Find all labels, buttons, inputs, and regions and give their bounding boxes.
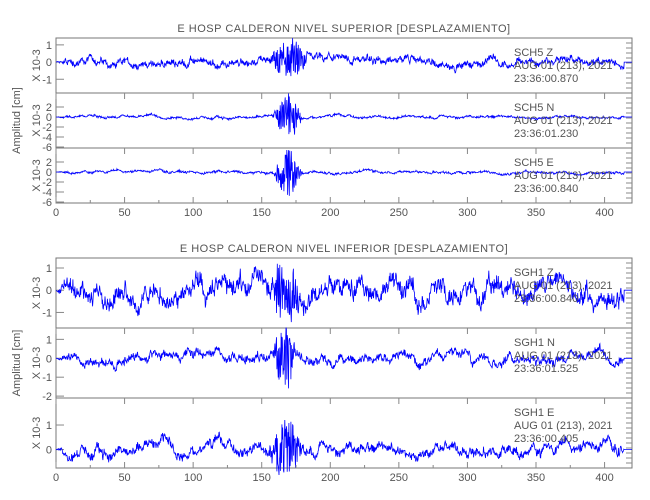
- y-tick-label: 0: [46, 167, 52, 179]
- scale-label: X 10-3: [31, 277, 43, 309]
- station-label: SCH5 E: [514, 157, 554, 169]
- date-label: AUG 01 (213), 2021: [514, 280, 612, 292]
- scale-label: X 10-3: [31, 347, 43, 379]
- y-tick-label: 1: [46, 40, 52, 52]
- x-tick-label: 100: [184, 472, 202, 484]
- x-tick-label: 50: [118, 207, 130, 219]
- date-label: AUG 01 (213), 2021: [514, 115, 612, 127]
- x-tick-label: 250: [390, 207, 408, 219]
- x-tick-label: 300: [458, 472, 476, 484]
- y-tick-label: -6: [42, 197, 52, 209]
- x-tick-label: 200: [321, 207, 339, 219]
- chart-title: E HOSP CALDERON NIVEL INFERIOR [DESPLAZA…: [180, 243, 508, 255]
- x-tick-label: 400: [595, 207, 613, 219]
- time-label: 23:36:01.525: [514, 363, 578, 375]
- waveform-line: [55, 263, 632, 323]
- y-tick-label: -6: [42, 142, 52, 154]
- y-tick-label: -2: [42, 177, 52, 189]
- station-label: SCH5 Z: [514, 47, 553, 59]
- y-tick-label: -2: [42, 391, 52, 403]
- time-label: 23:36:00.840: [514, 183, 578, 195]
- waveform-line: [56, 327, 632, 389]
- x-tick-label: 100: [184, 207, 202, 219]
- time-label: 23:36:00.870: [514, 73, 578, 85]
- x-tick-label: 350: [527, 207, 545, 219]
- time-label: 23:36:00.405: [514, 433, 578, 445]
- waveform-line: [56, 149, 632, 196]
- y-tick-label: 0: [46, 112, 52, 124]
- scale-label: X 10-3: [31, 417, 43, 449]
- x-tick-label: 200: [321, 472, 339, 484]
- waveform-line: [55, 419, 632, 476]
- y-tick-label: -2: [42, 122, 52, 134]
- scale-label: X 10-3: [31, 159, 43, 191]
- scale-label: X 10-3: [31, 49, 43, 81]
- y-axis-label: Amplitud [cm]: [11, 87, 23, 154]
- x-tick-label: 150: [253, 472, 271, 484]
- time-label: 23:36:01.230: [514, 128, 578, 140]
- scale-label: X 10-3: [31, 104, 43, 136]
- panel-1: E HOSP CALDERON NIVEL SUPERIOR [DESPLAZA…: [11, 23, 633, 219]
- y-tick-label: -1: [42, 74, 52, 86]
- station-label: SGH1 E: [514, 407, 554, 419]
- time-label: 23:36:00.840: [514, 293, 578, 305]
- y-tick-label: 1: [46, 263, 52, 275]
- trace-frame: [55, 147, 633, 204]
- y-tick-label: 0: [46, 285, 52, 297]
- x-tick-label: 50: [118, 472, 130, 484]
- station-label: SCH5 N: [514, 102, 554, 114]
- y-tick-label: 1: [46, 420, 52, 432]
- chart-title: E HOSP CALDERON NIVEL SUPERIOR [DESPLAZA…: [177, 23, 510, 35]
- y-tick-label: -4: [42, 132, 52, 144]
- y-tick-label: 0: [46, 445, 52, 457]
- x-tick-label: 350: [527, 472, 545, 484]
- y-tick-label: 2: [46, 157, 52, 169]
- panel-2: E HOSP CALDERON NIVEL INFERIOR [DESPLAZA…: [11, 243, 633, 484]
- x-tick-label: 400: [595, 472, 613, 484]
- y-tick-label: -1: [42, 307, 52, 319]
- station-label: SGH1 N: [514, 337, 555, 349]
- waveform-line: [56, 93, 632, 135]
- y-axis-label: Amplitud [cm]: [11, 330, 23, 397]
- date-label: AUG 01 (213), 2021: [514, 60, 612, 72]
- x-tick-label: 300: [458, 207, 476, 219]
- date-label: AUG 01 (213), 2021: [514, 170, 612, 182]
- x-tick-label: 0: [53, 472, 59, 484]
- waveform-line: [56, 38, 632, 77]
- x-tick-label: 250: [390, 472, 408, 484]
- y-tick-label: 2: [46, 102, 52, 114]
- x-tick-label: 150: [253, 207, 271, 219]
- y-tick-label: -4: [42, 187, 52, 199]
- x-tick-label: 0: [53, 207, 59, 219]
- y-tick-label: -1: [42, 372, 52, 384]
- station-label: SGH1 Z: [514, 267, 554, 279]
- y-tick-label: 1: [46, 334, 52, 346]
- y-tick-label: 0: [46, 353, 52, 365]
- date-label: AUG 01 (213), 2021: [514, 350, 612, 362]
- date-label: AUG 01 (213), 2021: [514, 420, 612, 432]
- y-tick-label: 0: [46, 57, 52, 69]
